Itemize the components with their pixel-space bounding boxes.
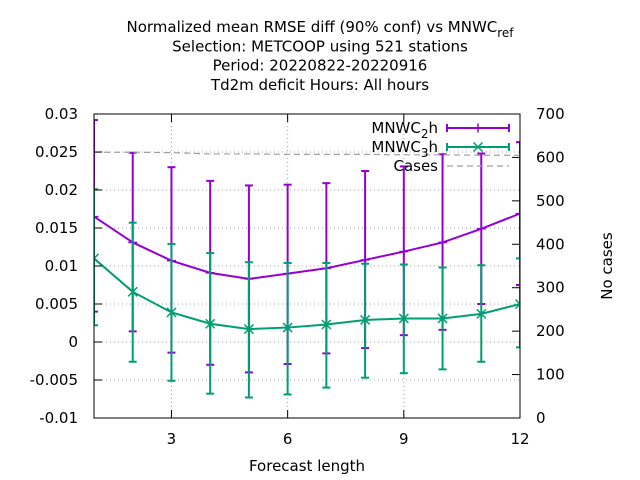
series-2: [94, 188, 520, 399]
series-line: [94, 151, 520, 156]
y-tick-label: 0.015: [35, 219, 78, 237]
data-point: [321, 319, 332, 330]
series-line: [94, 212, 520, 280]
y-tick-label: 0.005: [35, 295, 78, 313]
title-line-4: Td2m deficit Hours: All hours: [210, 76, 429, 94]
axes: -0.01 -0.005 0 0.005 0.01 0.015 0.02 0.025 0.03 0…: [30, 105, 616, 475]
y-tick-label: 0.025: [35, 143, 78, 161]
y2-tick-label: 500: [536, 192, 565, 210]
title-line-1: Normalized mean RMSE diff (90% conf) vs …: [126, 18, 514, 40]
series-layer: [94, 119, 520, 399]
data-point: [166, 307, 177, 318]
data-point: [94, 253, 100, 260]
y2-tick-label: 700: [536, 105, 565, 123]
x-tick-label: 3: [167, 430, 177, 448]
data-point: [127, 286, 138, 297]
data-point: [205, 318, 216, 329]
chart-title: Normalized mean RMSE diff (90% conf) vs …: [126, 18, 514, 94]
x-tick-label: 6: [283, 430, 293, 448]
y-tick-label: 0.01: [45, 257, 78, 275]
legend-marker: [472, 141, 484, 153]
title-subscript: ref: [497, 26, 514, 40]
data-point: [514, 298, 520, 306]
y2-tick-label: 300: [536, 279, 565, 297]
series-1: [94, 119, 520, 374]
legend-suffix: h: [428, 119, 438, 137]
data-point: [94, 257, 100, 264]
data-point: [282, 322, 293, 333]
data-point: [437, 313, 448, 324]
series-line: [94, 257, 520, 331]
y-tick-label: 0.03: [45, 105, 78, 123]
legend-subscript: 3: [421, 146, 429, 160]
y2-axis-label: No cases: [598, 232, 616, 300]
y-tick-label: -0.01: [39, 409, 78, 427]
title-line-3: Period: 20220822-20220916: [213, 57, 428, 75]
data-point: [360, 314, 371, 325]
y-tick-label: -0.005: [30, 371, 78, 389]
title-line-2: Selection: METCOOP using 521 stations: [172, 37, 468, 55]
legend-suffix: h: [428, 138, 438, 156]
legend-label: Cases: [393, 157, 438, 175]
y2-tick-label: 600: [536, 148, 565, 166]
y-tick-label: 0.02: [45, 181, 78, 199]
y-tick-label: 0: [68, 333, 78, 351]
data-point: [243, 324, 254, 335]
x-tick-label: 12: [510, 430, 529, 448]
x-axis-label: Forecast length: [249, 457, 365, 475]
legend-item-2: MNWC3h: [371, 138, 510, 160]
series-3: [94, 151, 520, 156]
legend-subscript: 2: [421, 127, 429, 141]
y2-tick-label: 400: [536, 235, 565, 253]
y2-tick-label: 100: [536, 366, 565, 384]
x-tick-label: 9: [399, 430, 409, 448]
data-point: [398, 313, 409, 324]
y2-tick-label: 200: [536, 322, 565, 340]
data-point: [514, 302, 520, 310]
data-point: [476, 308, 487, 319]
y2-tick-label: 0: [536, 409, 546, 427]
grid-lines: [94, 114, 520, 418]
legend-item-3: Cases: [393, 157, 509, 175]
